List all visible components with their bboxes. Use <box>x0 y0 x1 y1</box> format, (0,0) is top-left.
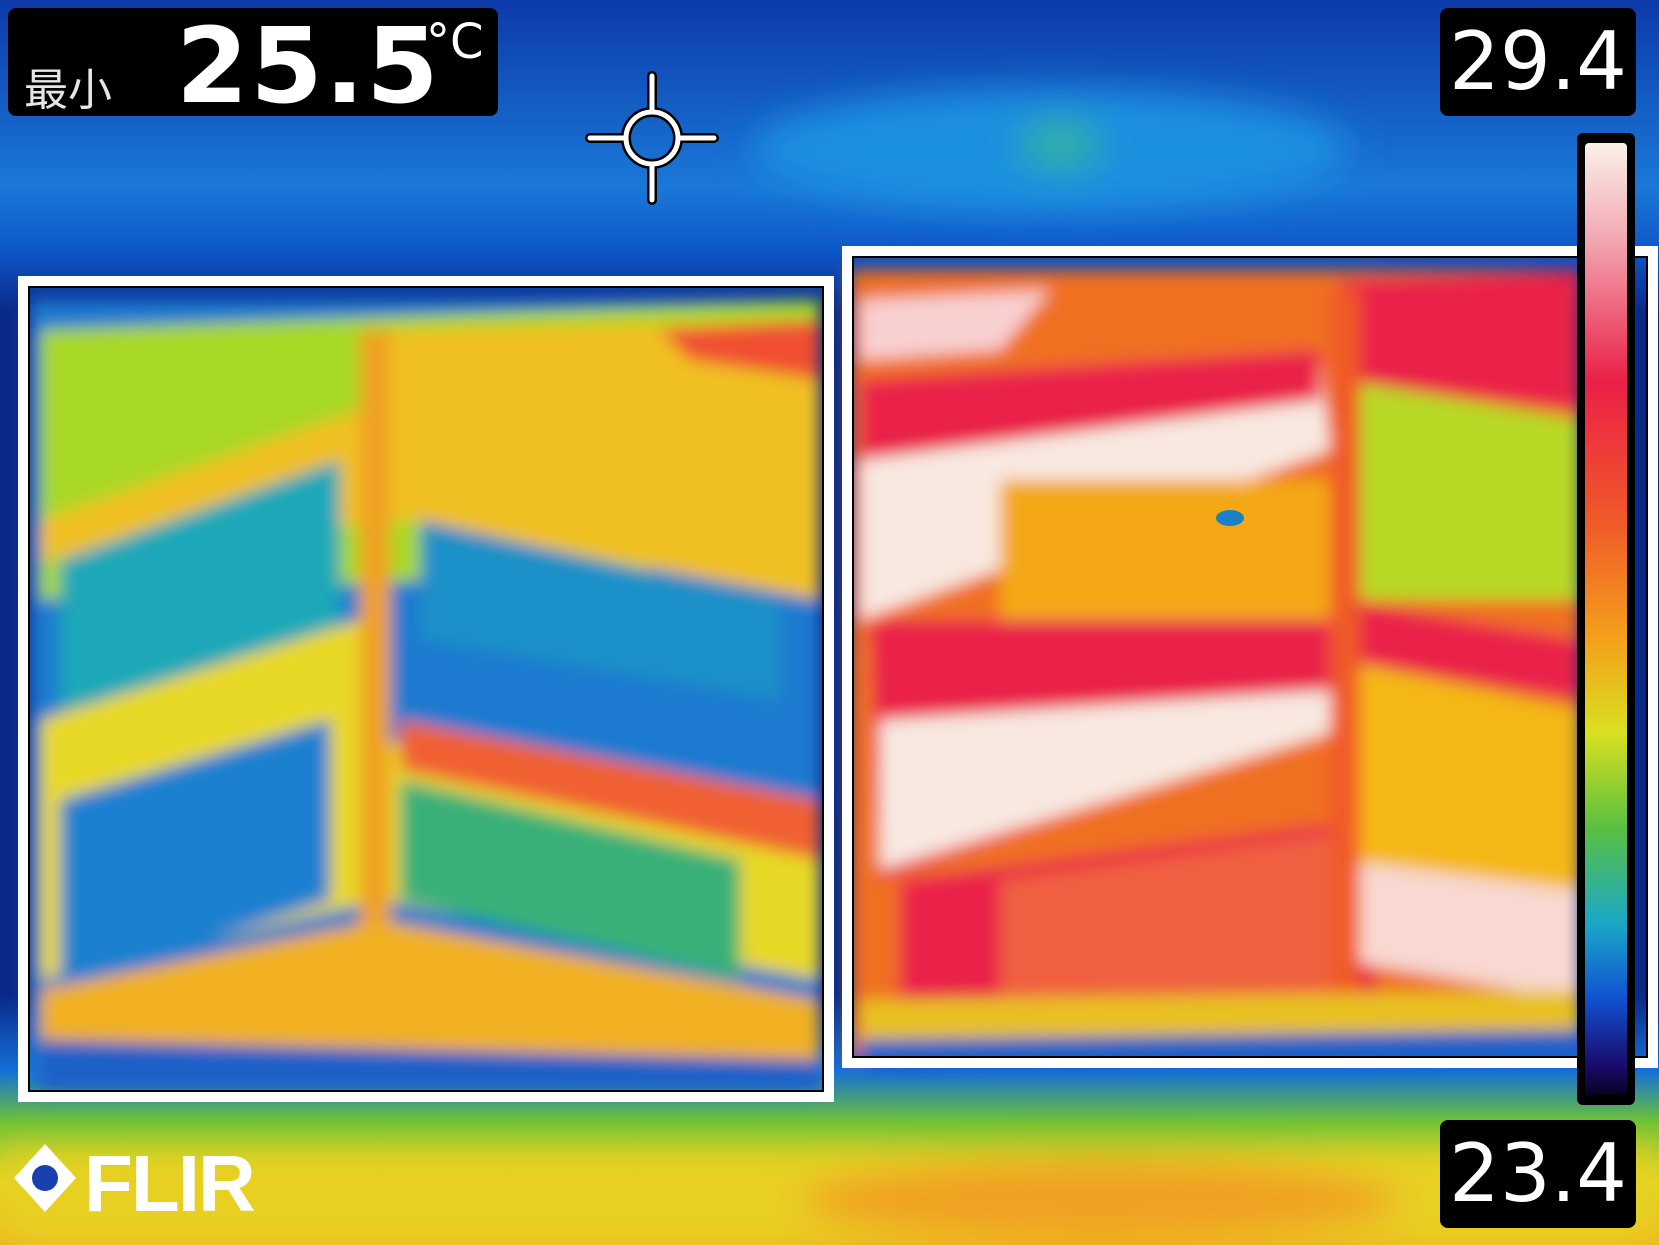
scale-min-readout: 23.4 <box>1440 1120 1636 1228</box>
temperature-unit: °C <box>426 14 484 70</box>
measurement-box-right[interactable] <box>842 246 1658 1068</box>
scale-max-readout: 29.4 <box>1440 8 1636 116</box>
flir-logo-text: FLIR <box>84 1139 256 1228</box>
min-temperature-readout: 最小 25.5 °C <box>8 5 498 127</box>
scale-max-value: 29.4 <box>1448 15 1628 108</box>
flir-logo: FLIR <box>10 1140 310 1230</box>
min-temperature-value: 25.5 <box>176 5 441 127</box>
temperature-colorbar <box>1577 133 1635 1105</box>
flir-logo-icon <box>14 1144 76 1212</box>
crosshair-icon[interactable] <box>584 70 720 206</box>
scale-min-value: 23.4 <box>1448 1127 1628 1220</box>
measurement-box-left[interactable] <box>18 276 834 1102</box>
colorbar-gradient <box>1585 143 1627 1095</box>
min-label: 最小 <box>24 65 112 116</box>
